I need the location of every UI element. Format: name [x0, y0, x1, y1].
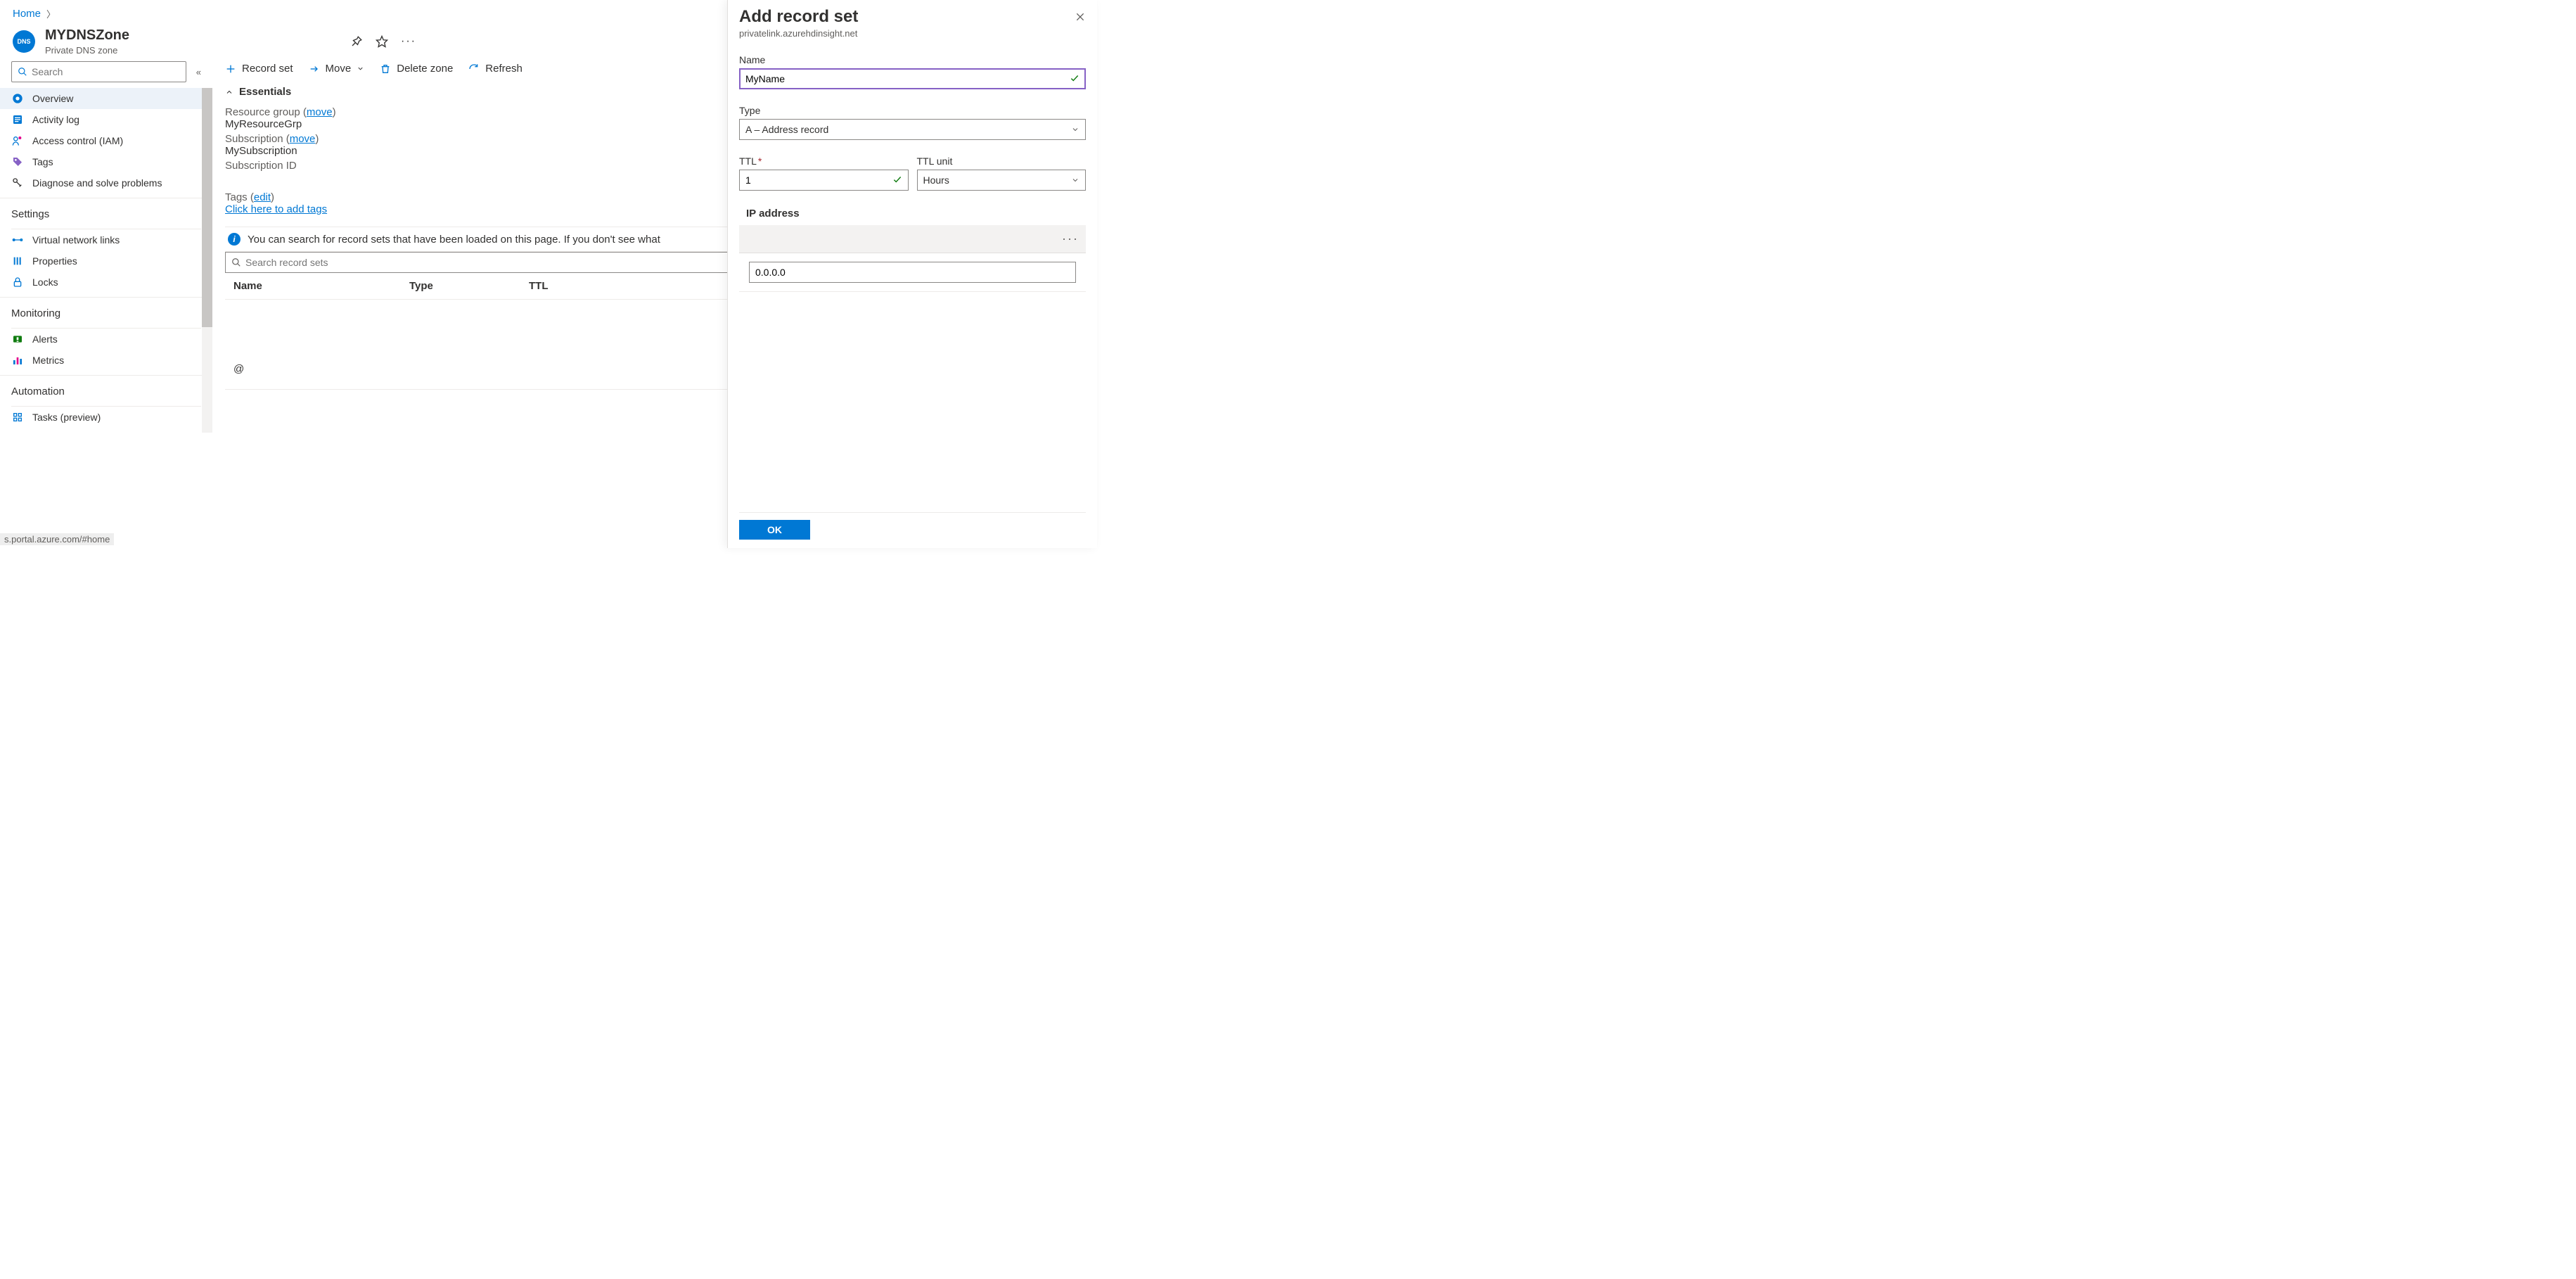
- sidebar-item-label: Tasks (preview): [32, 412, 101, 423]
- sidebar-item-label: Metrics: [32, 355, 64, 366]
- add-record-panel: Add record set privatelink.azurehdinsigh…: [727, 0, 1097, 548]
- close-icon[interactable]: [1075, 7, 1086, 26]
- vnet-links-icon: [11, 234, 24, 246]
- status-url: s.portal.azure.com/#home: [0, 533, 114, 545]
- more-icon[interactable]: ···: [401, 35, 416, 48]
- search-icon: [231, 257, 241, 267]
- breadcrumb-home[interactable]: Home: [13, 8, 41, 20]
- type-label: Type: [739, 105, 1086, 116]
- chevron-up-icon: [225, 88, 233, 96]
- sidebar-item-label: Overview: [32, 93, 73, 104]
- col-name[interactable]: Name: [233, 280, 409, 292]
- sidebar-item-overview[interactable]: Overview: [0, 88, 212, 109]
- pin-icon[interactable]: [350, 35, 363, 48]
- scrollbar-thumb[interactable]: [202, 88, 212, 327]
- globe-icon: [11, 93, 24, 104]
- alerts-icon: [11, 333, 24, 345]
- favorite-icon[interactable]: [376, 35, 388, 48]
- tags-icon: [11, 156, 24, 167]
- chevron-down-icon: [1071, 125, 1079, 134]
- properties-icon: [11, 255, 24, 267]
- move-button[interactable]: Move: [309, 63, 365, 75]
- edit-tags-link[interactable]: edit: [254, 191, 271, 203]
- sidebar-item-tags[interactable]: Tags: [0, 151, 212, 172]
- toolbar-label: Delete zone: [397, 63, 453, 75]
- sidebar-item-label: Alerts: [32, 333, 58, 345]
- sidebar-item-label: Properties: [32, 255, 77, 267]
- sidebar-item-label: Virtual network links: [32, 234, 120, 246]
- sidebar-item-label: Locks: [32, 276, 58, 288]
- type-value: A – Address record: [745, 124, 1071, 135]
- sidebar-item-label: Activity log: [32, 114, 79, 125]
- add-tags-link[interactable]: Click here to add tags: [225, 203, 327, 215]
- check-icon: [892, 174, 902, 186]
- scrollbar-track[interactable]: [202, 88, 212, 433]
- col-type[interactable]: Type: [409, 280, 529, 292]
- chevron-down-icon: [1071, 176, 1079, 184]
- ttl-unit-value: Hours: [923, 174, 1072, 186]
- search-icon: [18, 67, 27, 77]
- sidebar-item-tasks[interactable]: Tasks (preview): [0, 407, 212, 428]
- type-select[interactable]: A – Address record: [739, 119, 1086, 140]
- collapse-sidebar-icon[interactable]: «: [196, 67, 201, 77]
- ttl-field[interactable]: [739, 170, 909, 191]
- sidebar-item-diagnose[interactable]: Diagnose and solve problems: [0, 172, 212, 193]
- panel-title: Add record set: [739, 7, 1075, 27]
- resource-title: MYDNSZone: [45, 27, 350, 44]
- essentials-label: Essentials: [239, 86, 291, 98]
- col-ttl[interactable]: TTL: [529, 280, 648, 292]
- record-set-button[interactable]: Record set: [225, 63, 293, 75]
- move-sub-link[interactable]: move: [290, 133, 316, 145]
- access-control-icon: [11, 135, 24, 146]
- ip-input[interactable]: [755, 267, 1070, 278]
- sidebar-item-alerts[interactable]: Alerts: [0, 329, 212, 350]
- sidebar-item-label: Diagnose and solve problems: [32, 177, 162, 189]
- name-input[interactable]: [745, 73, 1070, 84]
- diagnose-icon: [11, 177, 24, 189]
- info-icon: i: [228, 233, 241, 246]
- sidebar-section-settings: Settings: [0, 198, 212, 224]
- toolbar-label: Record set: [242, 63, 293, 75]
- dns-zone-icon: DNS: [13, 30, 35, 53]
- info-text: You can search for record sets that have…: [248, 234, 660, 246]
- toolbar-label: Move: [326, 63, 352, 75]
- sidebar-item-label: Tags: [32, 156, 53, 167]
- sidebar-item-metrics[interactable]: Metrics: [0, 350, 212, 371]
- ip-field[interactable]: [749, 262, 1076, 283]
- resource-subtitle: Private DNS zone: [45, 45, 350, 56]
- ttl-label: TTL*: [739, 155, 909, 167]
- sidebar-item-activity-log[interactable]: Activity log: [0, 109, 212, 130]
- sidebar-section-monitoring: Monitoring: [0, 297, 212, 324]
- chevron-right-icon: 〉: [46, 7, 56, 20]
- sidebar-section-automation: Automation: [0, 375, 212, 402]
- activity-log-icon: [11, 114, 24, 125]
- ok-button[interactable]: OK: [739, 520, 810, 540]
- sidebar-item-properties[interactable]: Properties: [0, 250, 212, 272]
- metrics-icon: [11, 355, 24, 366]
- sidebar-item-label: Access control (IAM): [32, 135, 123, 146]
- sidebar: « Overview Activity log: [0, 57, 212, 548]
- row-name: @: [233, 363, 409, 375]
- move-rg-link[interactable]: move: [307, 106, 333, 118]
- sidebar-search-input[interactable]: [32, 66, 180, 77]
- toolbar-label: Refresh: [485, 63, 523, 75]
- tasks-icon: [11, 412, 24, 423]
- ip-address-label: IP address: [739, 203, 1086, 225]
- chevron-down-icon: [357, 65, 364, 72]
- panel-subtitle: privatelink.azurehdinsight.net: [739, 28, 1086, 39]
- sidebar-item-locks[interactable]: Locks: [0, 272, 212, 293]
- check-icon: [1070, 73, 1079, 85]
- name-field[interactable]: [739, 68, 1086, 89]
- name-label: Name: [739, 54, 1086, 65]
- lock-icon: [11, 276, 24, 288]
- sidebar-search[interactable]: [11, 61, 186, 82]
- ttl-input[interactable]: [745, 174, 892, 186]
- ip-row-actions[interactable]: ···: [739, 225, 1086, 253]
- delete-zone-button[interactable]: Delete zone: [380, 63, 453, 75]
- refresh-button[interactable]: Refresh: [468, 63, 523, 75]
- ttl-unit-label: TTL unit: [917, 155, 1087, 167]
- sidebar-item-access-control[interactable]: Access control (IAM): [0, 130, 212, 151]
- sidebar-item-vnet-links[interactable]: Virtual network links: [0, 229, 212, 250]
- ttl-unit-select[interactable]: Hours: [917, 170, 1087, 191]
